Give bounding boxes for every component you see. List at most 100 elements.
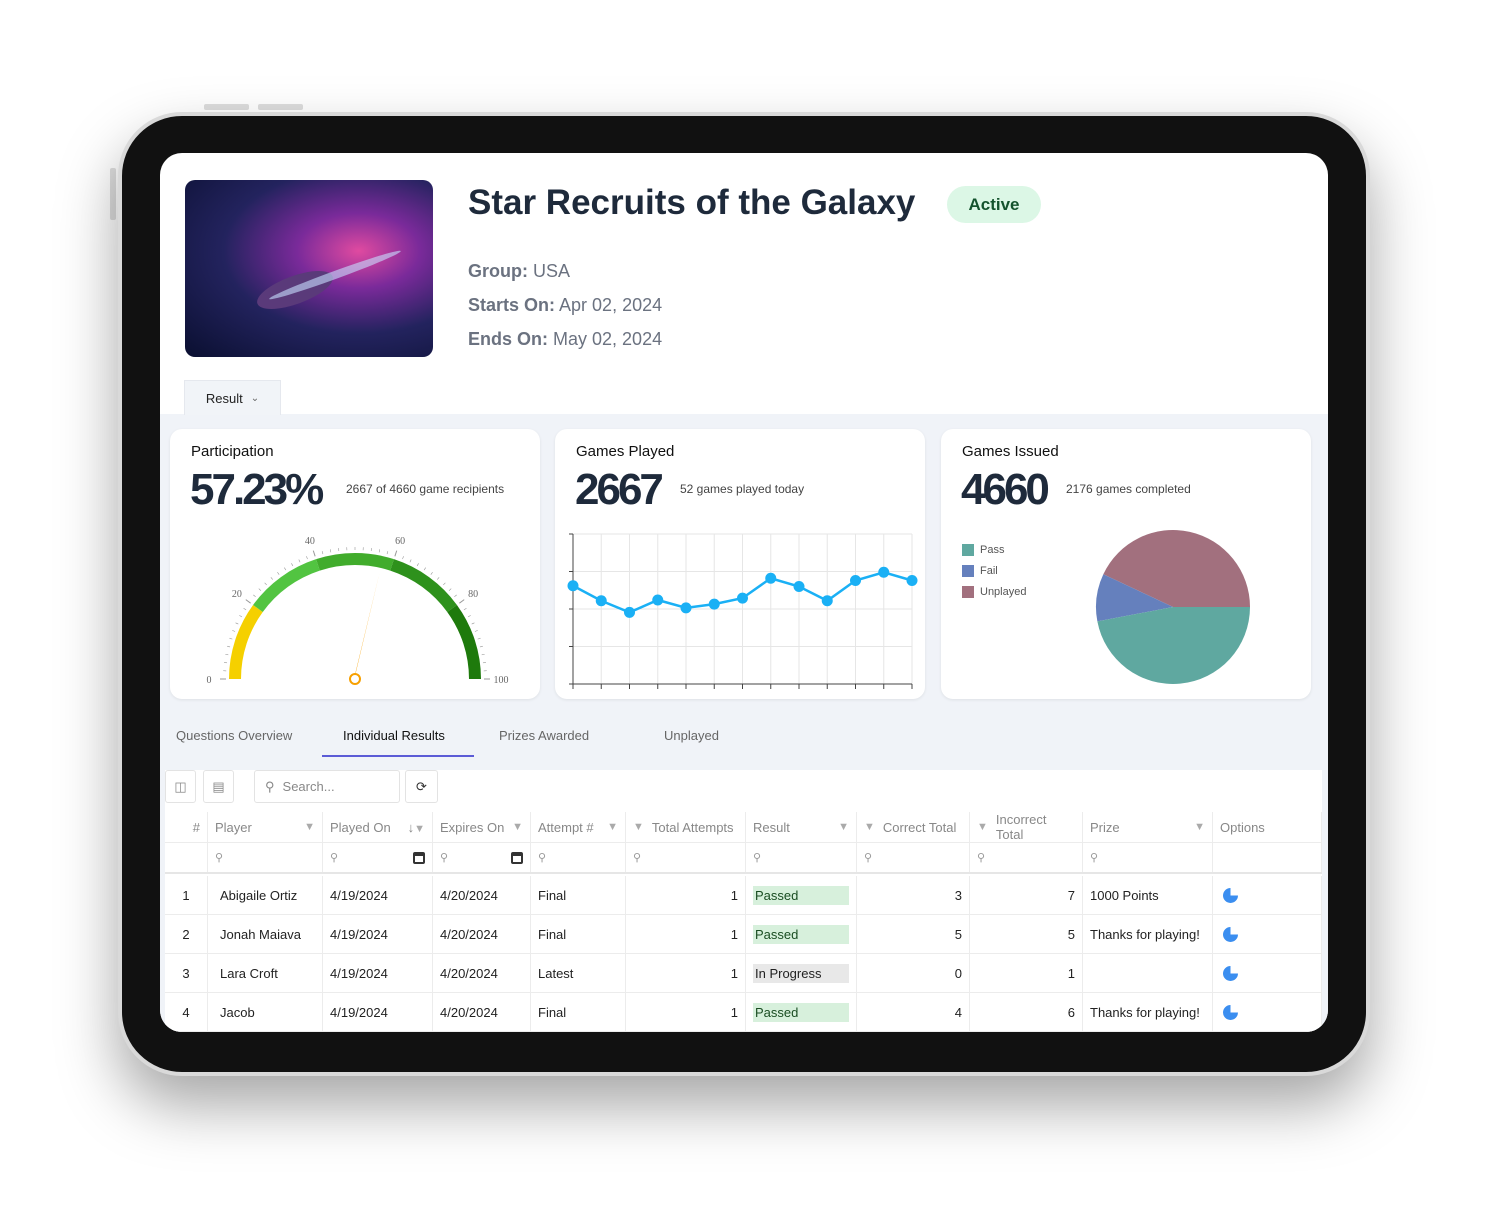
calendar-icon[interactable] [413,851,425,864]
gauge-tick [459,599,465,604]
cell-total-attempts: 1 [626,876,746,914]
filter-icon[interactable]: ▼ [1194,821,1205,833]
search-icon: ⚲ [265,778,275,794]
filter-icon[interactable]: ▼ [414,822,425,835]
options-cell [1213,954,1322,992]
column-filter-input[interactable]: ⚲ [323,843,433,872]
view-selector-dropdown[interactable]: Result ⌄ [184,380,281,415]
column-header[interactable]: Prize ▼ [1083,812,1213,842]
column-filter-input[interactable]: ⚲ [531,843,626,872]
pie-slice-unplayed [1103,530,1250,607]
legend-item: Fail [962,560,1026,581]
column-header[interactable]: Options [1213,812,1322,842]
pie-chart-icon[interactable] [1223,1004,1238,1020]
column-header[interactable]: Player ▼ [208,812,323,842]
tab-questions-overview[interactable]: Questions Overview [176,728,293,743]
search-icon: ⚲ [440,852,449,864]
cell-incorrect-total: 1 [970,954,1083,992]
gauge-tick [321,551,324,555]
filter-icon[interactable]: ▼ [607,821,618,833]
data-point [878,566,890,578]
cell-prize: Thanks for playing! [1083,993,1213,1031]
column-filter-input[interactable]: ⚲ [857,843,970,872]
column-header[interactable]: ▼ Total Attempts [626,812,746,842]
gauge-tick [306,556,308,560]
table-row: 4 Jacob 4/19/2024 4/20/2024 Final 1 Passed 4 6 Th… [165,993,1322,1032]
gauge-tick [277,572,280,575]
card-value: 4660 [961,465,1050,514]
cell-played-on: 4/19/2024 [323,993,433,1031]
options-cell [1213,915,1322,953]
column-label: Player [215,819,252,835]
calendar-icon[interactable] [511,851,523,864]
search-icon: ⚲ [977,852,986,864]
cell-attempt: Final [531,876,626,914]
starts-label: Starts On: [468,295,556,315]
gauge-needle [353,571,380,681]
gauge-tick [229,637,233,640]
card-title: Participation [191,443,274,460]
games-played-chart [567,533,918,689]
column-filter-input[interactable]: ⚲ [746,843,857,872]
gauge-tick [227,645,231,648]
result-badge: Passed [753,924,849,944]
gauge-tick [436,577,440,580]
search-input[interactable]: ⚲ Search... [254,770,400,803]
cell-expires-on: 4/20/2024 [433,993,531,1031]
page-title: Star Recruits of the Galaxy [468,183,916,222]
legend-label: Unplayed [980,585,1027,598]
refresh-icon: ⟳ [416,778,427,794]
column-header[interactable]: ▼ Incorrect Total [970,812,1083,842]
column-filter-input[interactable]: ⚲ [208,843,323,872]
export-button[interactable]: ▤ [203,770,234,803]
column-header[interactable]: # [165,812,208,842]
gauge-tick-label: 80 [468,589,478,600]
refresh-button[interactable]: ⟳ [405,770,438,803]
gauge-tick-label: 20 [232,589,242,600]
legend-swatch [962,543,974,556]
cell-correct-total: 5 [857,915,970,953]
gauge-tick-label: 0 [207,675,212,686]
view-selector-label: Result [205,390,243,406]
cell-player: Jacob [208,993,323,1031]
column-header[interactable]: Attempt # ▼ [531,812,626,842]
column-filter-input[interactable]: ⚲ [1083,843,1213,872]
sort-desc-icon[interactable]: ↓ [407,819,415,835]
filter-icon[interactable]: ▼ [304,821,315,833]
data-point [737,592,748,604]
tab-individual-results[interactable]: Individual Results [343,728,445,743]
column-filter-input[interactable]: ⚲ [433,843,531,872]
group-label: Group: [468,261,528,281]
table-header-row: # Player ▼ Played On ↓▼ Expires On ▼ Attempt # ▼… [165,812,1322,843]
columns-icon: ◫ [174,778,187,794]
filter-icon[interactable]: ▼ [838,821,849,833]
column-chooser-button[interactable]: ◫ [165,770,196,803]
column-header[interactable]: Result ▼ [746,812,857,842]
gauge-tick [225,653,229,656]
search-icon: ⚲ [1090,852,1099,864]
column-header[interactable]: Expires On ▼ [433,812,531,842]
pie-slice-pass [1097,607,1250,684]
gauge-tick [270,577,274,580]
results-table: ◫ ▤ ⚲ Search... ⟳ # Player ▼ Played On ↓▼ Expi… [165,770,1322,1032]
filter-icon[interactable]: ▼ [864,821,875,833]
column-filter-input[interactable]: ⚲ [970,843,1083,872]
pie-chart-icon[interactable] [1223,887,1238,903]
column-header[interactable]: Played On ↓▼ [323,812,433,842]
filter-icon[interactable]: ▼ [633,821,644,833]
filter-icon[interactable]: ▼ [512,821,523,833]
tab-prizes-awarded[interactable]: Prizes Awarded [499,728,590,743]
gauge-tick [477,637,481,640]
pie-chart-icon[interactable] [1223,926,1238,942]
cell-player: Lara Croft [208,954,323,992]
data-point [821,595,833,607]
column-header[interactable]: ▼ Correct Total [857,812,970,842]
search-icon: ⚲ [215,852,224,864]
filter-icon[interactable]: ▼ [977,821,988,833]
pie-chart-icon[interactable] [1223,965,1238,981]
gauge-pivot [349,673,361,685]
column-filter-input[interactable]: ⚲ [626,843,746,872]
chevron-down-icon: ⌄ [250,392,260,404]
column-filter-input [1213,843,1322,872]
tab-unplayed[interactable]: Unplayed [664,728,719,743]
